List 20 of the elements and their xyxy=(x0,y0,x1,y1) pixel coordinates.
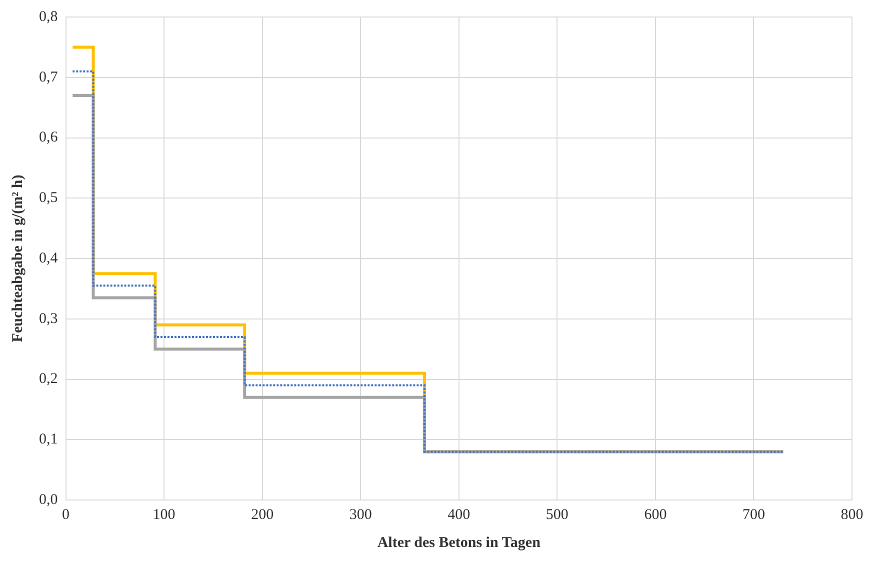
y-tick-label: 0,0 xyxy=(39,492,58,508)
x-tick-label: 300 xyxy=(349,506,372,523)
y-tick-label: 0,5 xyxy=(39,190,58,206)
x-tick-label: 100 xyxy=(152,506,176,523)
x-tick-label: 0 xyxy=(62,506,70,523)
x-tick-label: 400 xyxy=(448,506,470,523)
x-tick-label: 200 xyxy=(251,506,274,523)
x-tick-label: 700 xyxy=(742,506,765,523)
y-tick-label: 0,1 xyxy=(39,432,58,448)
y-tick-label: 0,8 xyxy=(39,8,58,25)
x-tick-label: 600 xyxy=(644,506,667,523)
x-axis-title: Alter des Betons in Tagen xyxy=(377,534,542,551)
y-tick-label: 0,3 xyxy=(39,310,58,327)
y-tick-label: 0,2 xyxy=(39,371,58,388)
y-tick-label: 0,7 xyxy=(39,69,58,86)
y-axis-title: Feuchteabgabe in g/(m² h) xyxy=(10,174,26,342)
y-tick-label: 0,6 xyxy=(39,130,58,146)
x-tick-label: 800 xyxy=(840,506,864,523)
y-tick-label: 0,4 xyxy=(39,250,58,266)
x-tick-label: 500 xyxy=(546,506,568,523)
